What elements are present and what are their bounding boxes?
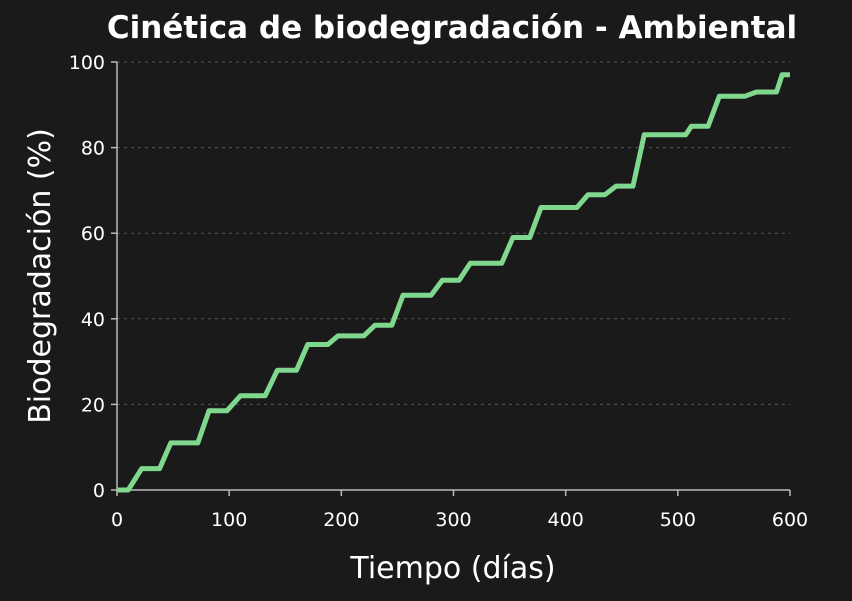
series-line-0 [117, 72, 790, 493]
y-axis-label: Biodegradación (%) [23, 128, 58, 424]
x-axis-label: Tiempo (días) [349, 551, 555, 586]
x-tick-label: 300 [435, 509, 471, 531]
x-tick-label: 200 [323, 509, 359, 531]
x-tick-label: 600 [772, 509, 808, 531]
y-tick-label: 20 [81, 394, 105, 416]
y-tick-label: 100 [69, 52, 105, 74]
gridlines [117, 61, 790, 405]
x-tick-label: 500 [660, 509, 696, 531]
y-tick-label: 60 [81, 223, 105, 245]
x-tick-label: 0 [111, 509, 123, 531]
y-tick-label: 40 [81, 309, 105, 331]
tick-labels: 0 20 40 60 80 100 0 100 200 300 400 500 600 [69, 52, 808, 531]
y-tick-label: 0 [93, 480, 105, 502]
chart-title: Cinética de biodegradación - Ambiental [107, 10, 797, 46]
y-tick-label: 80 [81, 138, 105, 160]
x-tick-label: 100 [211, 509, 247, 531]
series-layer [117, 72, 790, 493]
x-tick-label: 400 [548, 509, 584, 531]
